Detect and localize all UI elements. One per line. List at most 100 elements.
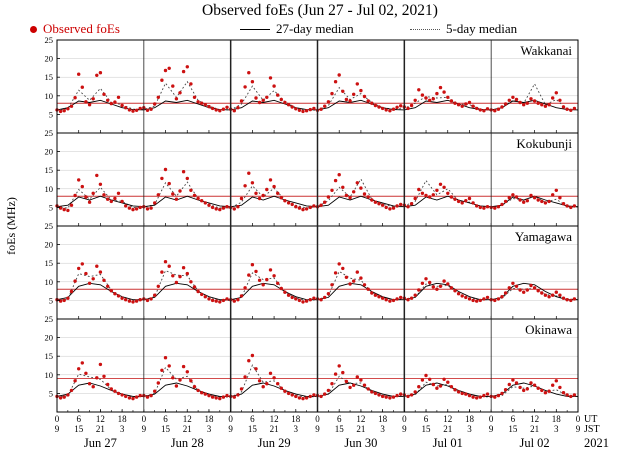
station-label: Kokubunji xyxy=(516,136,572,151)
svg-text:12: 12 xyxy=(530,414,539,424)
svg-text:6: 6 xyxy=(76,414,81,424)
svg-text:10: 10 xyxy=(45,370,54,380)
observed-dots xyxy=(55,65,577,114)
panel-wakkanai: 5 10 15 20 25 Wakkanai xyxy=(45,35,579,134)
svg-text:6: 6 xyxy=(163,414,168,424)
year-label: 2021 xyxy=(584,436,609,450)
svg-text:5: 5 xyxy=(49,388,53,398)
svg-text:21: 21 xyxy=(96,424,105,434)
day-label: Jun 28 xyxy=(171,436,204,450)
svg-text:5: 5 xyxy=(49,202,53,212)
svg-text:9: 9 xyxy=(402,424,407,434)
svg-text:12: 12 xyxy=(183,414,192,424)
svg-text:15: 15 xyxy=(45,351,54,361)
svg-text:21: 21 xyxy=(443,424,452,434)
svg-text:18: 18 xyxy=(118,414,128,424)
svg-text:15: 15 xyxy=(74,424,84,434)
panel-yamagawa: 5 10 15 20 25 Yamagawa xyxy=(45,221,579,320)
panel-kokubunji: 5 10 15 20 25 Kokubunji xyxy=(45,128,579,227)
svg-text:0: 0 xyxy=(402,414,407,424)
observed-dots xyxy=(55,167,577,213)
svg-text:9: 9 xyxy=(55,424,60,434)
legend-observed-label: Observed foEs xyxy=(43,21,120,36)
svg-text:0: 0 xyxy=(315,414,320,424)
svg-text:5: 5 xyxy=(49,295,53,305)
svg-text:10: 10 xyxy=(45,184,54,194)
observed-dot-icon xyxy=(30,25,37,33)
svg-text:21: 21 xyxy=(356,424,365,434)
legend-median27: 27-day median xyxy=(240,21,354,37)
svg-text:25: 25 xyxy=(45,221,54,231)
svg-text:5: 5 xyxy=(49,109,53,119)
day-label: Jun 27 xyxy=(84,436,117,450)
svg-text:25: 25 xyxy=(45,314,54,324)
svg-text:9: 9 xyxy=(228,424,233,434)
station-label: Yamagawa xyxy=(515,229,572,244)
svg-text:10: 10 xyxy=(45,91,54,101)
svg-text:21: 21 xyxy=(183,424,192,434)
svg-text:15: 15 xyxy=(422,424,432,434)
svg-text:3: 3 xyxy=(207,424,212,434)
panel-okinawa: 5 10 15 20 25 Okinawa xyxy=(45,314,579,413)
day-label: Jun 29 xyxy=(258,436,291,450)
chart-title: Observed foEs (Jun 27 - Jul 02, 2021) xyxy=(202,2,438,19)
svg-text:12: 12 xyxy=(356,414,365,424)
svg-text:18: 18 xyxy=(552,414,562,424)
svg-text:21: 21 xyxy=(530,424,539,434)
svg-text:0: 0 xyxy=(576,414,581,424)
svg-text:6: 6 xyxy=(424,414,429,424)
svg-text:3: 3 xyxy=(380,424,385,434)
svg-text:12: 12 xyxy=(270,414,279,424)
svg-text:21: 21 xyxy=(270,424,279,434)
svg-text:9: 9 xyxy=(576,424,581,434)
legend-median27-label: 27-day median xyxy=(276,21,354,36)
svg-text:25: 25 xyxy=(45,35,54,45)
svg-text:15: 15 xyxy=(161,424,171,434)
svg-text:UT: UT xyxy=(584,414,597,425)
station-label: Wakkanai xyxy=(520,43,572,58)
svg-text:18: 18 xyxy=(378,414,388,424)
svg-text:10: 10 xyxy=(45,277,54,287)
svg-text:15: 15 xyxy=(508,424,518,434)
solid-line-icon xyxy=(240,28,270,30)
y-axis-title: foEs (MHz) xyxy=(4,197,18,255)
svg-text:15: 15 xyxy=(248,424,258,434)
svg-text:18: 18 xyxy=(204,414,214,424)
svg-text:9: 9 xyxy=(489,424,494,434)
svg-text:18: 18 xyxy=(465,414,475,424)
day-label: Jul 02 xyxy=(519,436,549,450)
legend-observed: Observed foEs xyxy=(30,21,120,37)
legend-median5-label: 5-day median xyxy=(446,21,518,36)
svg-text:20: 20 xyxy=(45,54,54,64)
svg-text:12: 12 xyxy=(96,414,105,424)
svg-text:3: 3 xyxy=(554,424,559,434)
svg-text:15: 15 xyxy=(45,258,54,268)
svg-text:25: 25 xyxy=(45,128,54,138)
svg-text:0: 0 xyxy=(142,414,147,424)
station-label: Okinawa xyxy=(525,322,572,337)
dotted-line-icon xyxy=(410,28,440,30)
day-label: Jun 30 xyxy=(344,436,377,450)
svg-text:3: 3 xyxy=(467,424,472,434)
legend-median5: 5-day median xyxy=(410,21,517,37)
svg-text:0: 0 xyxy=(489,414,494,424)
svg-text:0: 0 xyxy=(55,414,60,424)
svg-text:15: 15 xyxy=(335,424,345,434)
svg-text:3: 3 xyxy=(120,424,125,434)
svg-text:9: 9 xyxy=(315,424,320,434)
svg-text:12: 12 xyxy=(443,414,452,424)
chart-legend: Observed foEs 27-day median 5-day median xyxy=(0,21,640,39)
svg-text:9: 9 xyxy=(142,424,147,434)
day-label: Jul 01 xyxy=(433,436,463,450)
svg-text:20: 20 xyxy=(45,147,54,157)
svg-text:JST: JST xyxy=(584,424,600,435)
svg-text:18: 18 xyxy=(291,414,301,424)
svg-text:20: 20 xyxy=(45,333,54,343)
svg-text:15: 15 xyxy=(45,72,54,82)
svg-text:15: 15 xyxy=(45,165,54,175)
svg-text:20: 20 xyxy=(45,240,54,250)
svg-text:0: 0 xyxy=(228,414,233,424)
